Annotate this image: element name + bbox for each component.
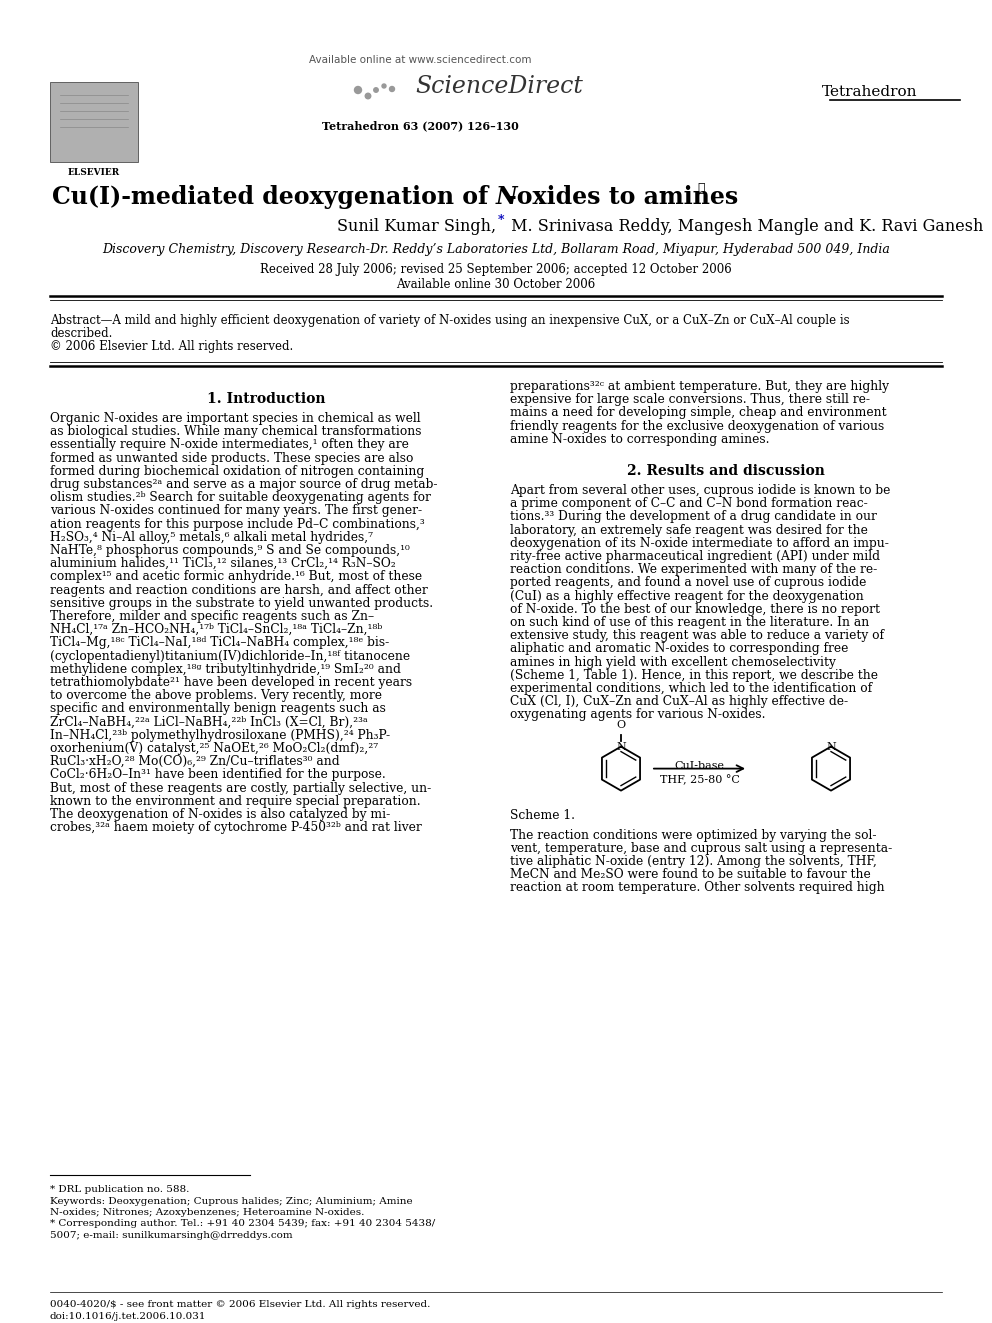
- Text: Available online at www.sciencedirect.com: Available online at www.sciencedirect.co…: [309, 56, 532, 65]
- Text: crobes,³²ᵃ haem moiety of cytochrome P-450³²ᵇ and rat liver: crobes,³²ᵃ haem moiety of cytochrome P-4…: [50, 822, 422, 835]
- Text: H₂SO₃,⁴ Ni–Al alloy,⁵ metals,⁶ alkali metal hydrides,⁷: H₂SO₃,⁴ Ni–Al alloy,⁵ metals,⁶ alkali me…: [50, 531, 373, 544]
- Circle shape: [374, 87, 378, 93]
- Text: laboratory, an extremely safe reagent was desired for the: laboratory, an extremely safe reagent wa…: [510, 524, 868, 537]
- Circle shape: [365, 93, 371, 99]
- Text: deoxygenation of its N-oxide intermediate to afford an impu-: deoxygenation of its N-oxide intermediat…: [510, 537, 889, 550]
- Text: CuX (Cl, I), CuX–Zn and CuX–Al as highly effective de-: CuX (Cl, I), CuX–Zn and CuX–Al as highly…: [510, 695, 848, 708]
- Text: Organic N-oxides are important species in chemical as well: Organic N-oxides are important species i…: [50, 411, 421, 425]
- Text: N: N: [826, 742, 836, 751]
- Text: © 2006 Elsevier Ltd. All rights reserved.: © 2006 Elsevier Ltd. All rights reserved…: [50, 340, 294, 353]
- Text: reagents and reaction conditions are harsh, and affect other: reagents and reaction conditions are har…: [50, 583, 428, 597]
- Text: sensitive groups in the substrate to yield unwanted products.: sensitive groups in the substrate to yie…: [50, 597, 434, 610]
- Circle shape: [382, 83, 386, 89]
- Text: to overcome the above problems. Very recently, more: to overcome the above problems. Very rec…: [50, 689, 382, 703]
- Text: Apart from several other uses, cuprous iodide is known to be: Apart from several other uses, cuprous i…: [510, 484, 891, 497]
- Text: experimental conditions, which led to the identification of: experimental conditions, which led to th…: [510, 681, 872, 695]
- Text: mains a need for developing simple, cheap and environment: mains a need for developing simple, chea…: [510, 406, 887, 419]
- Text: ★: ★: [697, 183, 704, 194]
- Text: NH₄Cl,¹⁷ᵃ Zn–HCO₂NH₄,¹⁷ᵇ TiCl₄–SnCl₂,¹⁸ᵃ TiCl₄–Zn,¹⁸ᵇ: NH₄Cl,¹⁷ᵃ Zn–HCO₂NH₄,¹⁷ᵇ TiCl₄–SnCl₂,¹⁸ᵃ…: [50, 623, 382, 636]
- Text: olism studies.²ᵇ Search for suitable deoxygenating agents for: olism studies.²ᵇ Search for suitable deo…: [50, 491, 431, 504]
- Text: NaHTe,⁸ phosphorus compounds,⁹ S and Se compounds,¹⁰: NaHTe,⁸ phosphorus compounds,⁹ S and Se …: [50, 544, 410, 557]
- Text: doi:10.1016/j.tet.2006.10.031: doi:10.1016/j.tet.2006.10.031: [50, 1312, 206, 1320]
- Text: Received 28 July 2006; revised 25 September 2006; accepted 12 October 2006: Received 28 July 2006; revised 25 Septem…: [260, 263, 732, 277]
- Text: Discovery Chemistry, Discovery Research-Dr. Reddy’s Laboratories Ltd, Bollaram R: Discovery Chemistry, Discovery Research-…: [102, 243, 890, 255]
- Text: *: *: [498, 214, 505, 228]
- Text: In–NH₄Cl,²³ᵇ polymethylhydrosiloxane (PMHS),²⁴ Ph₃P-: In–NH₄Cl,²³ᵇ polymethylhydrosiloxane (PM…: [50, 729, 390, 742]
- Text: Sunil Kumar Singh,: Sunil Kumar Singh,: [337, 218, 496, 235]
- Text: ation reagents for this purpose include Pd–C combinations,³: ation reagents for this purpose include …: [50, 517, 425, 531]
- Text: MeCN and Me₂SO were found to be suitable to favour the: MeCN and Me₂SO were found to be suitable…: [510, 868, 871, 881]
- Text: (CuI) as a highly effective reagent for the deoxygenation: (CuI) as a highly effective reagent for …: [510, 590, 864, 602]
- Text: specific and environmentally benign reagents such as: specific and environmentally benign reag…: [50, 703, 386, 716]
- Text: friendly reagents for the exclusive deoxygenation of various: friendly reagents for the exclusive deox…: [510, 419, 884, 433]
- Text: Keywords: Deoxygenation; Cuprous halides; Zinc; Aluminium; Amine: Keywords: Deoxygenation; Cuprous halides…: [50, 1196, 413, 1205]
- Text: The deoxygenation of N-oxides is also catalyzed by mi-: The deoxygenation of N-oxides is also ca…: [50, 808, 390, 822]
- Text: preparations³²ᶜ at ambient temperature. But, they are highly: preparations³²ᶜ at ambient temperature. …: [510, 380, 889, 393]
- Text: Tetrahedron 63 (2007) 126–130: Tetrahedron 63 (2007) 126–130: [321, 120, 519, 131]
- Text: ELSEVIER: ELSEVIER: [67, 168, 120, 177]
- Text: ZrCl₄–NaBH₄,²²ᵃ LiCl–NaBH₄,²²ᵇ InCl₃ (X=Cl, Br),²³ᵃ: ZrCl₄–NaBH₄,²²ᵃ LiCl–NaBH₄,²²ᵇ InCl₃ (X=…: [50, 716, 368, 729]
- Text: THF, 25-80 °C: THF, 25-80 °C: [660, 774, 739, 786]
- Text: M. Srinivasa Reddy, Mangesh Mangle and K. Ravi Ganesh: M. Srinivasa Reddy, Mangesh Mangle and K…: [506, 218, 983, 235]
- Text: oxorhenium(V) catalyst,²⁵ NaOEt,²⁶ MoO₂Cl₂(dmf)₂,²⁷: oxorhenium(V) catalyst,²⁵ NaOEt,²⁶ MoO₂C…: [50, 742, 378, 755]
- Text: as biological studies. While many chemical transformations: as biological studies. While many chemic…: [50, 425, 422, 438]
- Text: reaction conditions. We experimented with many of the re-: reaction conditions. We experimented wit…: [510, 564, 877, 577]
- Text: tetrathiomolybdate²¹ have been developed in recent years: tetrathiomolybdate²¹ have been developed…: [50, 676, 412, 689]
- Text: of N-oxide. To the best of our knowledge, there is no report: of N-oxide. To the best of our knowledge…: [510, 603, 880, 615]
- Text: described.: described.: [50, 327, 112, 340]
- Text: extensive study, this reagent was able to reduce a variety of: extensive study, this reagent was able t…: [510, 630, 884, 642]
- Text: 0040-4020/$ - see front matter © 2006 Elsevier Ltd. All rights reserved.: 0040-4020/$ - see front matter © 2006 El…: [50, 1301, 431, 1308]
- Text: amine N-oxides to corresponding amines.: amine N-oxides to corresponding amines.: [510, 433, 770, 446]
- Text: CuI-base: CuI-base: [675, 761, 724, 770]
- Text: formed as unwanted side products. These species are also: formed as unwanted side products. These …: [50, 451, 414, 464]
- Text: The reaction conditions were optimized by varying the sol-: The reaction conditions were optimized b…: [510, 828, 877, 841]
- Text: 2. Results and discussion: 2. Results and discussion: [627, 464, 825, 478]
- Text: Therefore, milder and specific reagents such as Zn–: Therefore, milder and specific reagents …: [50, 610, 374, 623]
- Text: Tetrahedron: Tetrahedron: [822, 85, 918, 99]
- Text: CoCl₂·6H₂O–In³¹ have been identified for the purpose.: CoCl₂·6H₂O–In³¹ have been identified for…: [50, 769, 386, 782]
- Text: reaction at room temperature. Other solvents required high: reaction at room temperature. Other solv…: [510, 881, 885, 894]
- Text: ScienceDirect: ScienceDirect: [415, 75, 583, 98]
- Text: (cyclopentadienyl)titanium(IV)dichloride–In,¹⁸ᶠ titanocene: (cyclopentadienyl)titanium(IV)dichloride…: [50, 650, 410, 663]
- Text: * DRL publication no. 588.: * DRL publication no. 588.: [50, 1185, 189, 1193]
- Text: But, most of these reagents are costly, partially selective, un-: But, most of these reagents are costly, …: [50, 782, 432, 795]
- Text: TiCl₄–Mg,¹⁸ᶜ TiCl₄–NaI,¹⁸ᵈ TiCl₄–NaBH₄ complex,¹⁸ᵉ bis-: TiCl₄–Mg,¹⁸ᶜ TiCl₄–NaI,¹⁸ᵈ TiCl₄–NaBH₄ c…: [50, 636, 389, 650]
- Text: O: O: [616, 720, 626, 729]
- Text: * Corresponding author. Tel.: +91 40 2304 5439; fax: +91 40 2304 5438/: * Corresponding author. Tel.: +91 40 230…: [50, 1220, 435, 1229]
- Text: N-oxides; Nitrones; Azoxybenzenes; Heteroamine N-oxides.: N-oxides; Nitrones; Azoxybenzenes; Heter…: [50, 1208, 364, 1217]
- Bar: [50, 82, 138, 161]
- Text: expensive for large scale conversions. Thus, there still re-: expensive for large scale conversions. T…: [510, 393, 870, 406]
- Circle shape: [390, 86, 395, 91]
- Text: rity-free active pharmaceutical ingredient (API) under mild: rity-free active pharmaceutical ingredie…: [510, 550, 880, 564]
- Text: a prime component of C–C and C–N bond formation reac-: a prime component of C–C and C–N bond fo…: [510, 497, 868, 511]
- Text: (Scheme 1, Table 1). Hence, in this report, we describe the: (Scheme 1, Table 1). Hence, in this repo…: [510, 669, 878, 681]
- Text: methylidene complex,¹⁸ᵍ tributyltinhydride,¹⁹ SmI₂²⁰ and: methylidene complex,¹⁸ᵍ tributyltinhydri…: [50, 663, 401, 676]
- Text: N: N: [496, 185, 518, 209]
- Text: formed during biochemical oxidation of nitrogen containing: formed during biochemical oxidation of n…: [50, 464, 425, 478]
- Text: known to the environment and require special preparation.: known to the environment and require spe…: [50, 795, 421, 808]
- Text: tive aliphatic N-oxide (entry 12). Among the solvents, THF,: tive aliphatic N-oxide (entry 12). Among…: [510, 855, 877, 868]
- Text: oxygenating agents for various N-oxides.: oxygenating agents for various N-oxides.: [510, 708, 766, 721]
- Text: RuCl₃·xH₂O,²⁸ Mo(CO)₆,²⁹ Zn/Cu–triflates³⁰ and: RuCl₃·xH₂O,²⁸ Mo(CO)₆,²⁹ Zn/Cu–triflates…: [50, 755, 339, 769]
- Text: N: N: [616, 742, 626, 751]
- Text: various N-oxides continued for many years. The first gener-: various N-oxides continued for many year…: [50, 504, 423, 517]
- Text: Scheme 1.: Scheme 1.: [510, 808, 575, 822]
- Text: -oxides to amines: -oxides to amines: [507, 185, 738, 209]
- Text: Abstract—A mild and highly efficient deoxygenation of variety of N-oxides using : Abstract—A mild and highly efficient deo…: [50, 314, 849, 327]
- Text: aluminium halides,¹¹ TiCl₃,¹² silanes,¹³ CrCl₂,¹⁴ R₃N–SO₂: aluminium halides,¹¹ TiCl₃,¹² silanes,¹³…: [50, 557, 396, 570]
- Text: aliphatic and aromatic N-oxides to corresponding free: aliphatic and aromatic N-oxides to corre…: [510, 643, 848, 655]
- Text: drug substances²ᵃ and serve as a major source of drug metab-: drug substances²ᵃ and serve as a major s…: [50, 478, 437, 491]
- Text: 5007; e-mail: sunilkumarsingh@drreddys.com: 5007; e-mail: sunilkumarsingh@drreddys.c…: [50, 1230, 293, 1240]
- Text: amines in high yield with excellent chemoselectivity: amines in high yield with excellent chem…: [510, 656, 836, 668]
- Text: tions.³³ During the development of a drug candidate in our: tions.³³ During the development of a dru…: [510, 511, 877, 524]
- Text: on such kind of use of this reagent in the literature. In an: on such kind of use of this reagent in t…: [510, 617, 869, 628]
- Text: Available online 30 October 2006: Available online 30 October 2006: [397, 278, 595, 291]
- Text: 1. Introduction: 1. Introduction: [206, 392, 325, 406]
- Text: ported reagents, and found a novel use of cuprous iodide: ported reagents, and found a novel use o…: [510, 577, 866, 590]
- Text: essentially require N-oxide intermediates,¹ often they are: essentially require N-oxide intermediate…: [50, 438, 409, 451]
- Text: Cu(I)-mediated deoxygenation of: Cu(I)-mediated deoxygenation of: [52, 185, 496, 209]
- Text: complex¹⁵ and acetic formic anhydride.¹⁶ But, most of these: complex¹⁵ and acetic formic anhydride.¹⁶…: [50, 570, 423, 583]
- Circle shape: [354, 86, 361, 94]
- Text: vent, temperature, base and cuprous salt using a representa-: vent, temperature, base and cuprous salt…: [510, 841, 892, 855]
